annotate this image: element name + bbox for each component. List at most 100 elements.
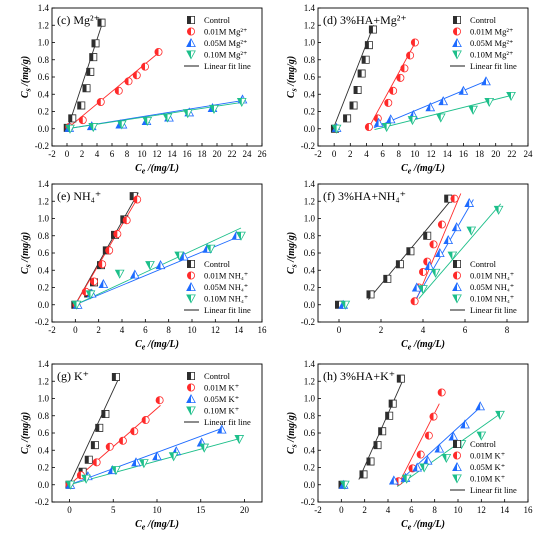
x-tick-label: 0 — [67, 505, 72, 515]
data-point-s4 — [65, 124, 75, 134]
panel-4: 0 2 4 6 8 -0.2 0.0 0.2 0.4 0.6 0.8 1.0 1.2 1.4 Ce /(mg… — [286, 179, 529, 352]
data-point-s1 — [95, 423, 104, 432]
x-tick-label: 16 — [183, 149, 193, 159]
y-tick-label: 1.2 — [38, 196, 49, 206]
data-point-s4 — [145, 261, 155, 271]
x-tick-label: 10 — [138, 149, 148, 159]
data-point-s1 — [361, 55, 370, 64]
y-tick-label: 1.4 — [304, 3, 316, 13]
data-point-s1 — [68, 114, 77, 123]
data-point-s1 — [353, 85, 362, 94]
data-point-s3 — [481, 76, 491, 86]
data-point-s1 — [111, 372, 120, 381]
x-tick-label: 6 — [143, 325, 148, 335]
panel-3: -2 0 2 4 6 8 10 12 14 16 -0.2 0.0 0.2 0.4 0.6 0.8 1.0 1.2… — [20, 179, 267, 352]
data-point-s2 — [429, 412, 438, 421]
x-tick-label: 8 — [397, 149, 402, 159]
legend-label: 0.01M Mg²⁺ — [470, 27, 513, 37]
x-tick-label: 4 — [386, 505, 391, 515]
data-point-s2 — [96, 98, 105, 107]
data-point-s1 — [89, 53, 98, 62]
x-tick-label: 8 — [125, 149, 130, 159]
data-point-s3 — [152, 451, 162, 461]
data-point-s4 — [418, 285, 428, 295]
legend-marker-1 — [453, 16, 461, 24]
x-tick-label: 8 — [166, 325, 171, 335]
y-tick-label: 1.4 — [304, 179, 316, 189]
x-tick-label: 14 — [234, 325, 244, 335]
legend-label: 0.05M Mg²⁺ — [204, 38, 247, 48]
x-tick-label: 4 — [120, 325, 125, 335]
x-tick-label: 6 — [380, 149, 385, 159]
legend-label: 0.01M NH₄⁺ — [470, 271, 514, 281]
data-point-s1 — [368, 25, 377, 34]
y-tick-label: 0.6 — [304, 428, 316, 438]
data-point-s1 — [343, 114, 352, 123]
x-tick-label: -2 — [314, 505, 322, 515]
legend-marker-1 — [453, 260, 461, 268]
x-tick-label: 2 — [80, 149, 85, 159]
data-point-s1 — [90, 441, 99, 450]
y-tick-label: 1.0 — [38, 394, 50, 404]
data-point-s2 — [396, 73, 405, 82]
data-point-s4 — [495, 410, 505, 420]
data-point-s3 — [451, 222, 462, 232]
x-tick-label: 24 — [524, 149, 534, 159]
y-axis-label: Cs /(mg/g) — [286, 56, 299, 98]
data-point-s3 — [425, 102, 436, 112]
y-tick-label: 0.8 — [304, 411, 316, 421]
data-point-s2 — [124, 77, 133, 86]
legend: Control 0.01M K⁺0.05M K⁺ 0.10M K⁺Linear fi… — [450, 439, 517, 495]
data-point-s3 — [216, 424, 227, 434]
x-axis-label: Ce /(mg/L) — [135, 519, 179, 532]
panel-label: (f) 3%HA+NH₄⁺ — [323, 189, 406, 203]
data-point-s4 — [339, 480, 350, 490]
data-point-s4 — [81, 474, 91, 484]
x-tick-label: 20 — [213, 149, 223, 159]
data-point-s4 — [182, 109, 193, 119]
fit-line-4 — [397, 411, 503, 487]
data-point-s2 — [406, 51, 415, 60]
x-tick-label: 6 — [409, 505, 414, 515]
data-point-s1 — [357, 69, 366, 78]
legend-label: Control — [470, 15, 497, 25]
data-point-s1 — [378, 427, 387, 436]
x-tick-label: 16 — [258, 325, 268, 335]
data-point-s1 — [396, 374, 405, 383]
data-point-s4 — [236, 231, 246, 241]
data-point-s4 — [419, 463, 430, 473]
data-point-s4 — [205, 244, 216, 254]
x-tick-label: 0 — [339, 505, 344, 515]
data-point-s2 — [132, 71, 141, 80]
data-point-s3 — [411, 282, 422, 292]
x-tick-label: 12 — [153, 149, 162, 159]
legend-marker-2 — [187, 383, 195, 392]
fit-line-4 — [418, 203, 502, 300]
legend: Control 0.01M NH₄⁺0.05M NH₄⁺ 0.10M NH₄⁺Lin… — [450, 259, 517, 315]
data-point-s1 — [366, 457, 375, 466]
y-tick-label: 1.4 — [38, 3, 50, 13]
panel-6: -2 0 2 4 6 8 10 12 14 16 -0.2 0.0 0.2 0.4 0.6 0.8 1.0 1.2… — [286, 359, 533, 532]
legend-label: 0.05M Mg²⁺ — [470, 38, 513, 48]
data-point-s3 — [443, 235, 454, 245]
data-point-s4 — [430, 268, 441, 278]
legend-label: 0.01M K⁺ — [470, 451, 505, 461]
data-point-s4 — [506, 91, 516, 102]
legend-marker-3 — [452, 281, 462, 291]
legend-marker-4 — [186, 50, 196, 60]
data-point-s4 — [381, 123, 392, 133]
legend-label: 0.10M Mg²⁺ — [470, 50, 513, 60]
legend: Control 0.01M Mg²⁺0.05M Mg²⁺ 0.10M Mg²⁺Lin… — [184, 15, 251, 71]
legend-label: 0.01M NH₄⁺ — [204, 271, 248, 281]
data-point-s2 — [122, 216, 131, 225]
x-tick-label: -2 — [48, 149, 56, 159]
y-axis-label: Cs /(mg/g) — [20, 412, 33, 454]
x-tick-label: 14 — [168, 149, 178, 159]
x-axis-label: Ce /(mg/L) — [135, 339, 179, 352]
data-point-s3 — [464, 197, 475, 207]
x-tick-label: 20 — [491, 149, 501, 159]
y-tick-label: 0.8 — [38, 231, 50, 241]
data-point-s1 — [364, 41, 373, 50]
y-tick-label: 0.0 — [304, 480, 316, 490]
data-point-s2 — [133, 195, 142, 204]
